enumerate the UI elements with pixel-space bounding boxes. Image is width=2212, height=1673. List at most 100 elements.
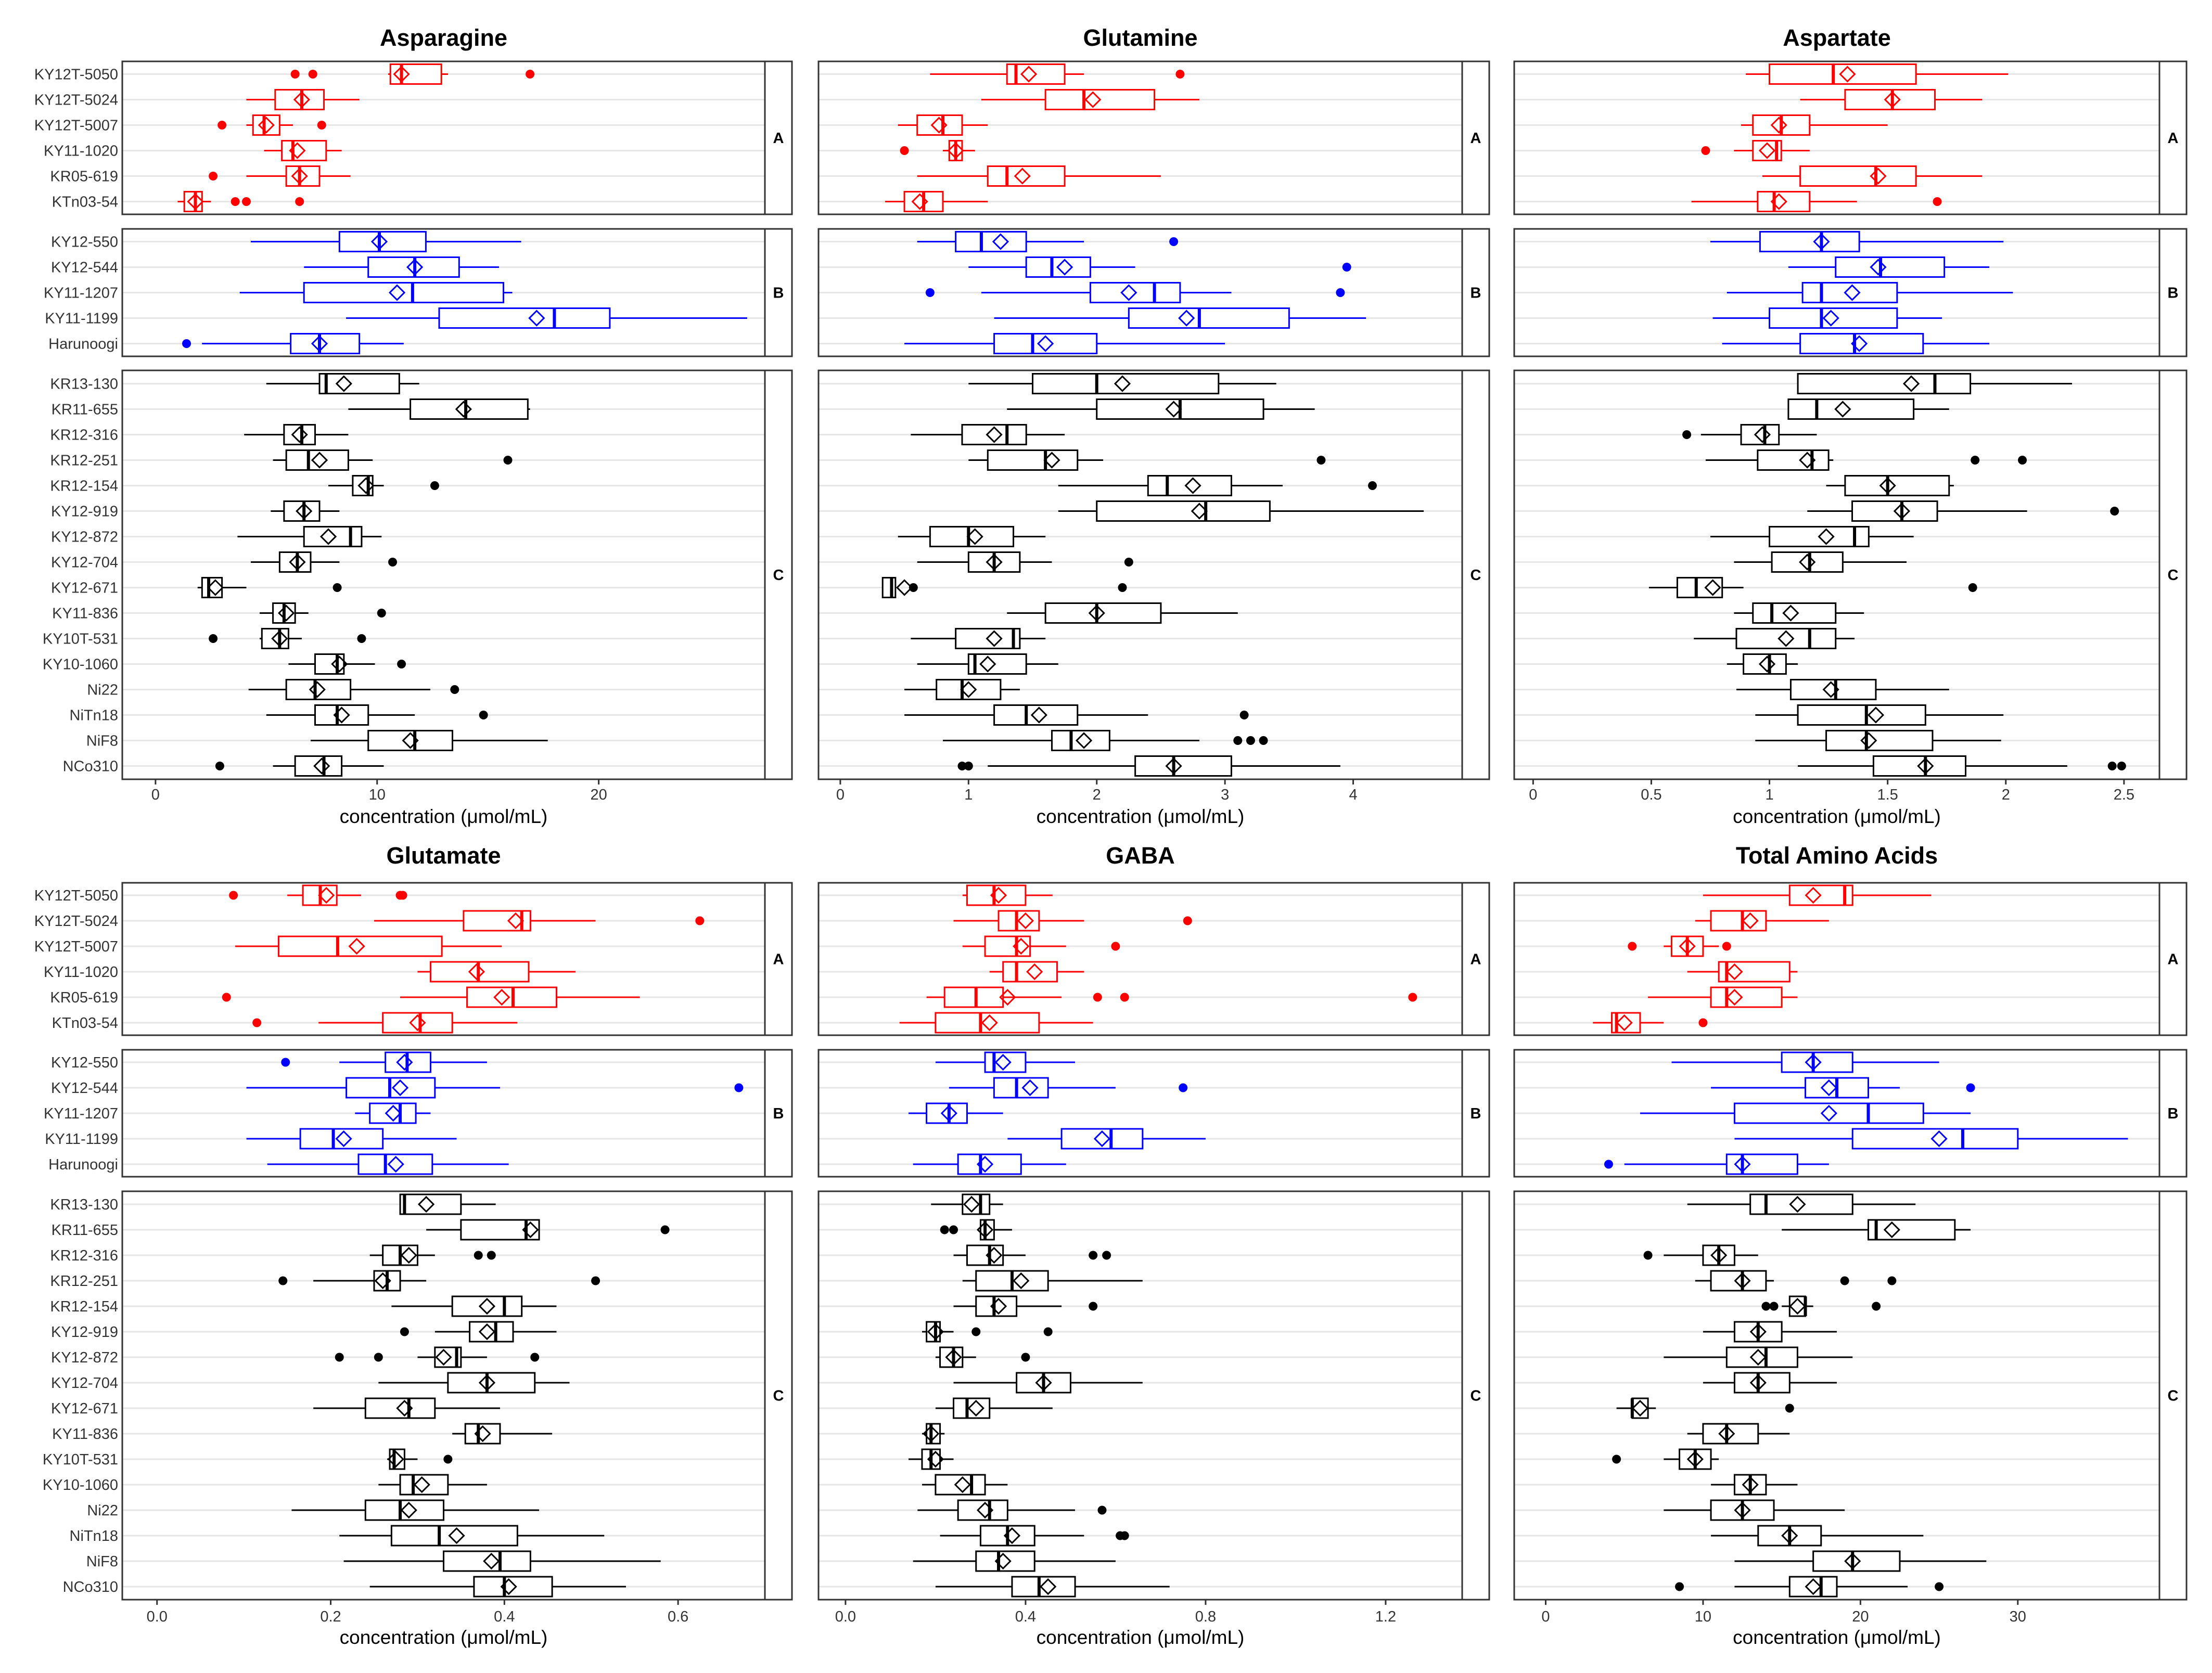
box-kr12-316 (244, 424, 349, 445)
panel-gaba: GABA A B C 0.0 0.4 0.8 1.2 concentration (μmol/m… (817, 842, 1490, 1648)
mean-marker (986, 630, 1003, 647)
box-ky12-872 (237, 526, 382, 547)
outlier-point (281, 1058, 290, 1067)
outlier-point (925, 288, 935, 297)
y-tick-label: KTn03-54 (52, 1015, 118, 1032)
outlier-point (182, 339, 191, 348)
x-tick-label: 0.8 (1195, 1608, 1216, 1625)
iqr-box (473, 1576, 553, 1598)
outlier-point (1643, 1251, 1653, 1260)
iqr-box (1799, 333, 1924, 354)
facet-strip-label: A (2168, 951, 2179, 968)
mean-marker (493, 988, 510, 1006)
mean-marker (1749, 1323, 1767, 1341)
x-tick-label: 10 (369, 787, 386, 803)
box-kr12-251 (273, 449, 513, 471)
mean-marker (385, 1104, 402, 1122)
iqr-box (1789, 679, 1877, 700)
outlier-point (398, 891, 407, 900)
outlier-point (1966, 1083, 1975, 1092)
outlier-point (335, 1353, 344, 1362)
box-kr13-130 (266, 373, 419, 394)
mean-marker (309, 681, 326, 698)
mean-marker (976, 1155, 994, 1173)
iqr-box (1147, 475, 1232, 496)
iqr-box (1718, 961, 1791, 983)
x-tick-label: 4 (1349, 787, 1357, 803)
box-kr12-154 (1826, 475, 1954, 496)
box-nco310 (215, 755, 384, 777)
mean-marker (947, 142, 964, 159)
y-tick-label: KR05-619 (50, 169, 118, 185)
iqr-box (463, 910, 531, 932)
mean-marker (1679, 937, 1696, 955)
mean-marker (896, 579, 913, 596)
box-ktn03-54 (1691, 191, 1942, 212)
mean-marker (1035, 1374, 1052, 1392)
box-ni22 (1664, 1499, 1845, 1521)
mean-marker (207, 579, 224, 596)
mean-marker (1805, 1578, 1822, 1595)
mean-marker (468, 963, 485, 981)
outlier-point (1111, 942, 1120, 951)
box-ky12-550 (935, 1051, 1076, 1073)
iqr-box (1851, 1128, 2019, 1150)
mean-marker (1893, 503, 1911, 520)
iqr-box (1812, 1550, 1901, 1572)
mean-marker (1165, 757, 1182, 775)
box-ky12-671 (1616, 1397, 1794, 1419)
outlier-point (229, 891, 238, 900)
box-ky12t-5007 (962, 935, 1120, 957)
y-tick-label: KY11-836 (52, 1426, 118, 1443)
panel-total-amino-acids: Total Amino Acids A B C 0 10 20 30 concentration… (1513, 842, 2188, 1648)
outlier-point (660, 1225, 670, 1234)
mean-marker (187, 193, 204, 210)
mean-marker (528, 310, 545, 327)
outlier-point (1935, 1582, 1944, 1591)
box-ky11-1020 (1687, 961, 1798, 983)
mean-marker (986, 554, 1003, 571)
x-tick-label: 2 (2002, 787, 2010, 803)
mean-marker (986, 426, 1003, 443)
x-axis-label: concentration (μmol/mL) (1733, 1627, 1941, 1648)
y-tick-label: KR12-316 (50, 1247, 118, 1264)
box-ky11-1020 (900, 140, 975, 161)
panel-title-total-amino-acids: Total Amino Acids (1736, 842, 1938, 869)
iqr-box (1759, 231, 1860, 252)
mean-marker (1799, 554, 1816, 571)
x-tick-label: 0.6 (668, 1608, 688, 1625)
box-ni22 (904, 679, 1020, 700)
box-ky12-872 (1710, 526, 1914, 547)
outlier-point (295, 197, 304, 206)
mean-marker (963, 1195, 980, 1213)
box-ky12-544 (1711, 1077, 1975, 1099)
outlier-point (1628, 942, 1637, 951)
mean-marker (1056, 259, 1073, 276)
mean-marker (1040, 1578, 1057, 1595)
y-tick-label: KY11-1020 (44, 964, 118, 981)
x-tick-label: 2.5 (2114, 787, 2134, 803)
box-nif8 (943, 730, 1268, 751)
facet-strip (2158, 1049, 2188, 1178)
facet-strip-label: C (2168, 567, 2179, 584)
mean-marker (1782, 604, 1799, 622)
iqr-box (364, 1499, 444, 1521)
mean-marker (1084, 91, 1102, 108)
y-tick-label: KR05-619 (50, 989, 118, 1006)
mean-marker (1879, 477, 1896, 494)
y-tick-label: KY12-544 (51, 260, 118, 276)
mean-marker (1867, 706, 1885, 724)
box-ky12t-5050 (930, 63, 1185, 85)
mean-marker (1631, 1399, 1649, 1417)
box-kr05-619 (1762, 165, 1983, 187)
mean-marker (1749, 1348, 1767, 1366)
facet-strip (2158, 60, 2188, 215)
box-ky11-836 (1734, 602, 1864, 624)
mean-marker (374, 1272, 391, 1290)
box-ky10-1060 (917, 653, 1058, 675)
iqr-box (274, 89, 325, 110)
mean-marker (1930, 1130, 1948, 1148)
box-harunoogi (913, 1153, 1066, 1175)
box-ni22 (248, 679, 459, 700)
outlier-point (479, 711, 488, 719)
